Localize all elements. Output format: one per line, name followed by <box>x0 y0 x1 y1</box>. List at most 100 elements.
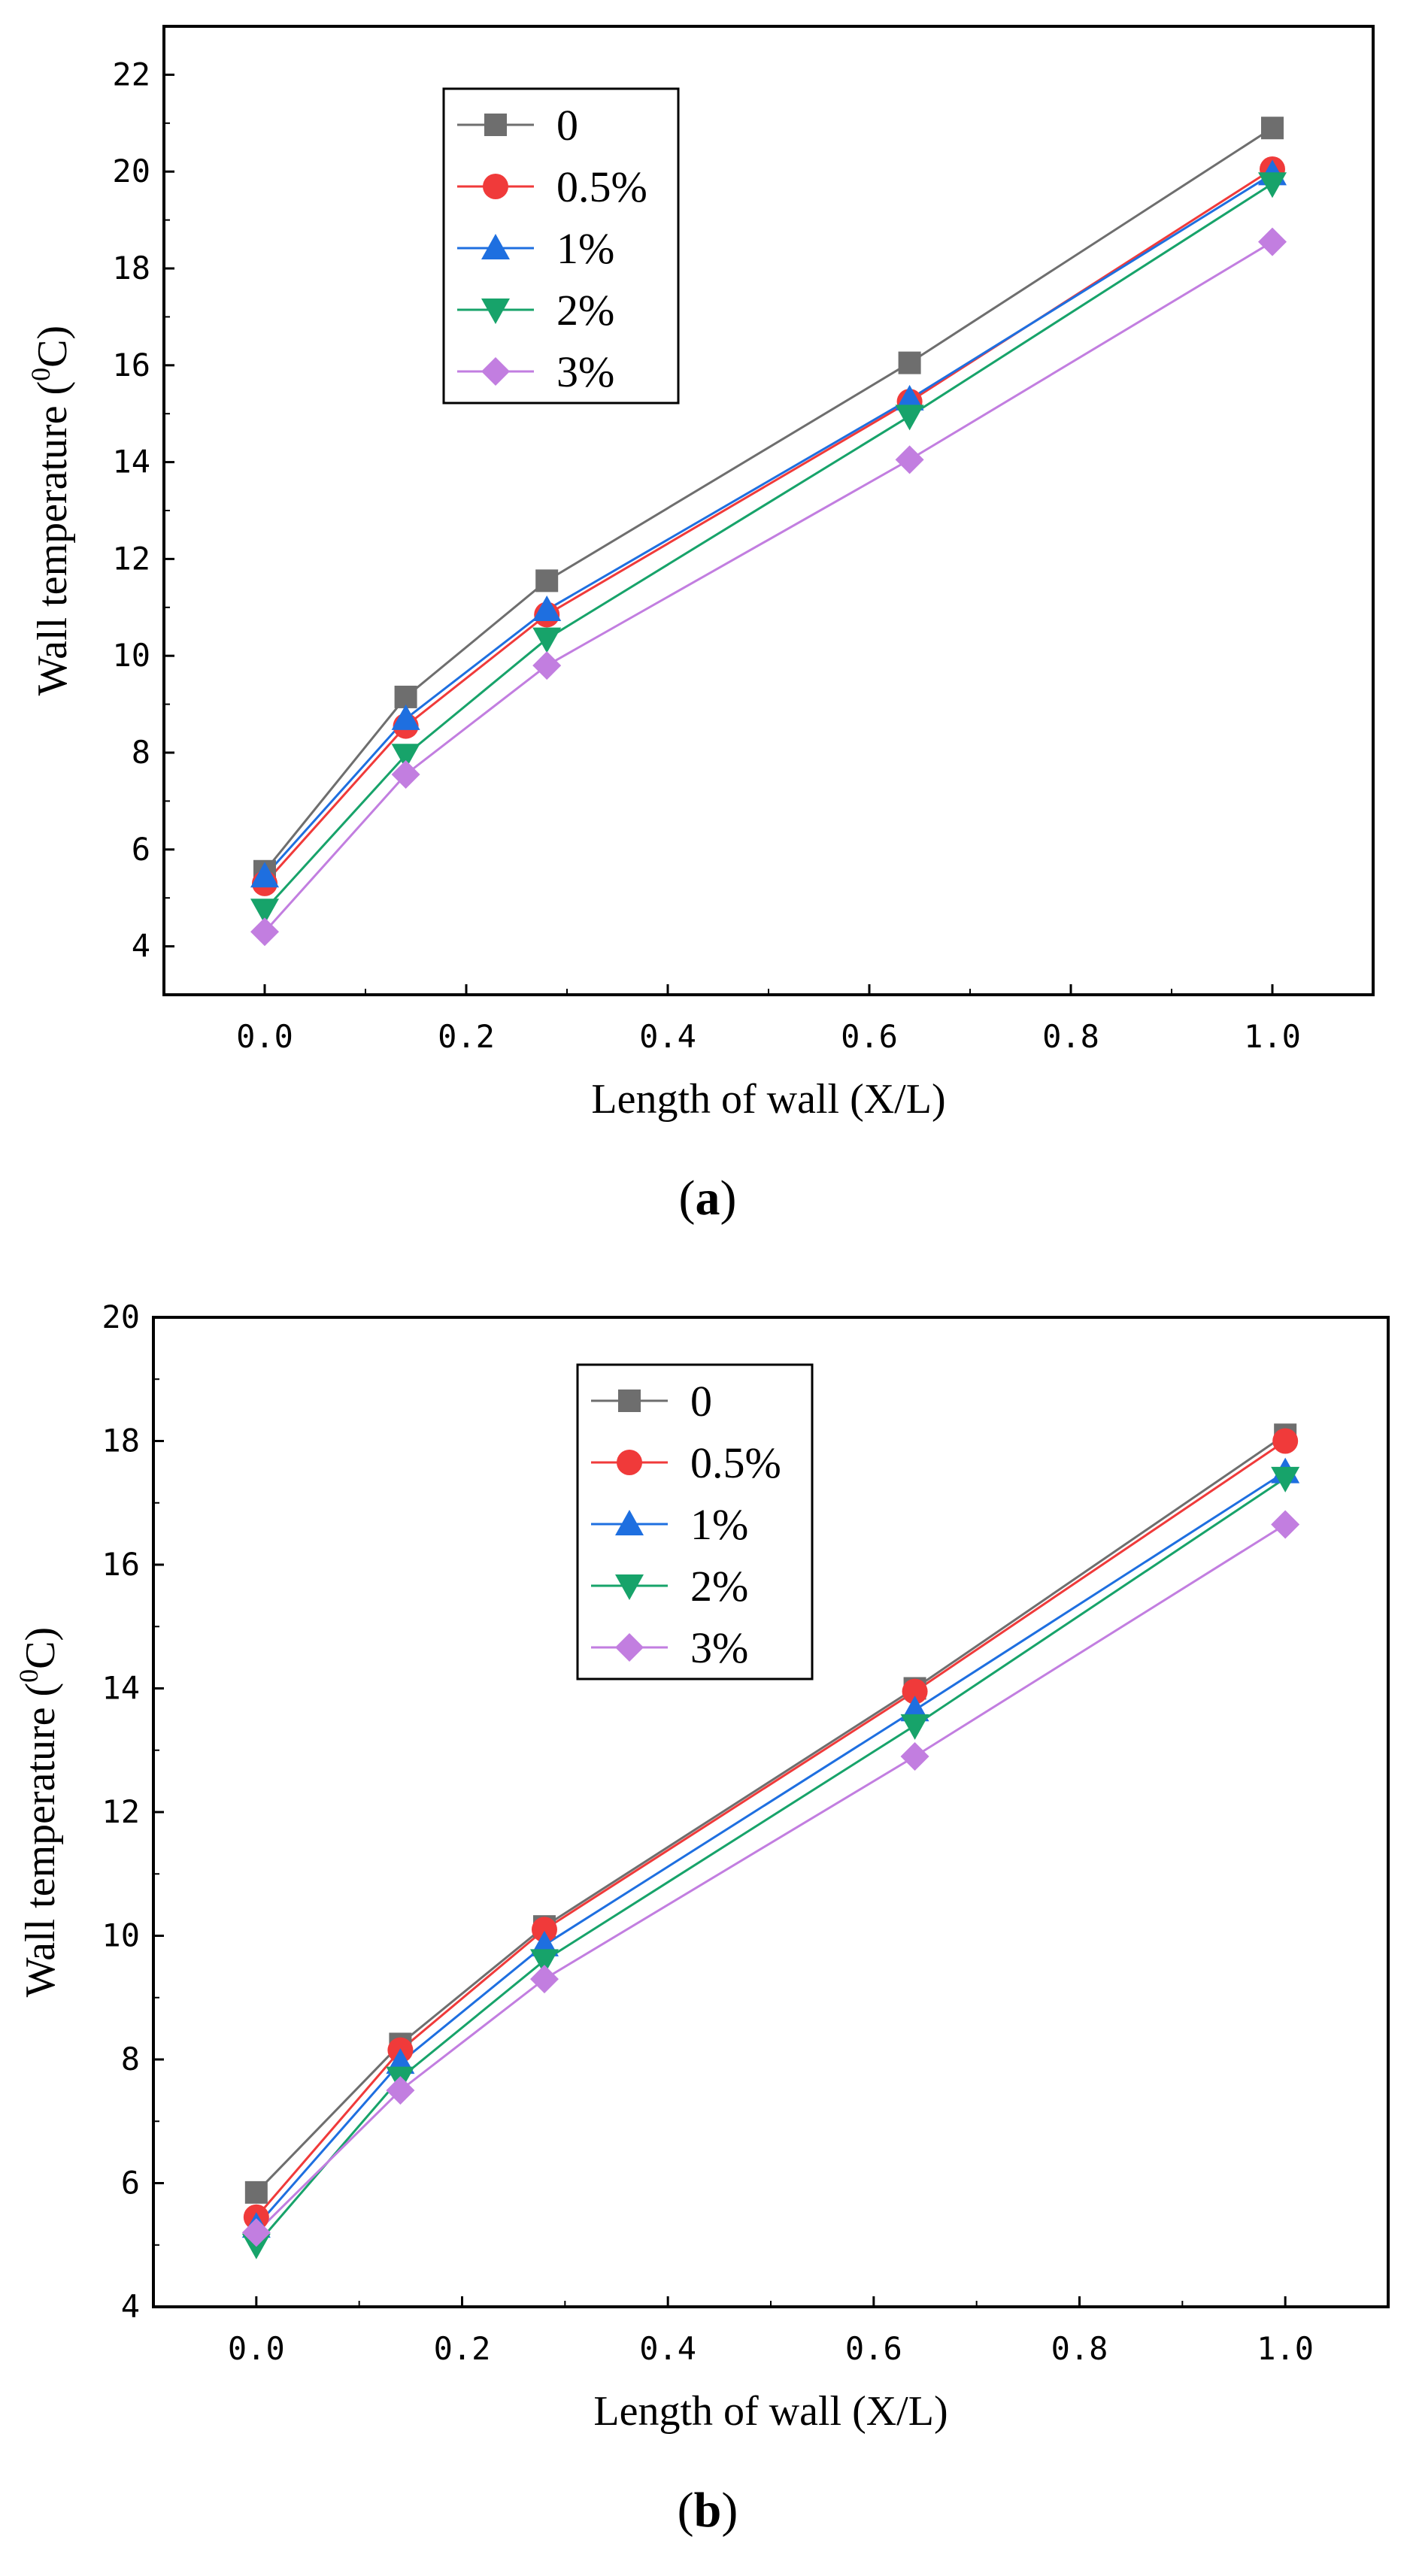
y-axis-title-unit: C) <box>29 326 76 368</box>
data-point <box>898 351 921 374</box>
legend: 0 0.5% 1% 2% 3% <box>442 87 680 405</box>
panel-label: (b) <box>678 2483 738 2538</box>
data-point <box>531 1917 557 1943</box>
data-point <box>391 759 420 789</box>
y-tick-label: 16 <box>102 1546 140 1583</box>
panel-label-close: ) <box>720 1171 737 1226</box>
data-point <box>895 384 924 411</box>
data-point <box>1261 117 1284 140</box>
x-tick-label: 0.0 <box>228 2330 285 2367</box>
y-tick-label: 18 <box>102 1423 140 1459</box>
y-tick-label: 4 <box>121 2288 140 2325</box>
x-tick-label: 1.0 <box>1244 1018 1301 1055</box>
x-tick-label: 0.4 <box>639 2330 696 2367</box>
series-line-0 <box>263 126 1273 872</box>
y-tick-label: 10 <box>102 1917 140 1954</box>
panel-label-letter: b <box>694 2483 722 2538</box>
chart-panel-a: 4 6 8 10 12 14 16 18 20 22 0.0 0.2 0.4 0.6 0.8 1.0 Lengt… <box>26 25 1375 1226</box>
data-point <box>532 651 562 680</box>
x-tick-label: 0.8 <box>1051 2330 1108 2367</box>
legend-box <box>576 1363 814 1680</box>
legend-marker <box>615 1633 644 1662</box>
x-tick-label: 0.6 <box>841 1018 898 1055</box>
y-axis-title-unit: C) <box>17 1627 64 1669</box>
legend-box <box>442 87 680 405</box>
data-point <box>529 1949 559 1975</box>
x-tick-label: 0.2 <box>434 2330 491 2367</box>
data-point <box>244 2181 268 2204</box>
y-tick-label: 6 <box>132 831 150 868</box>
data-point <box>1271 1466 1300 1493</box>
series-line-3 <box>263 183 1273 911</box>
y-tick-label: 18 <box>112 250 150 286</box>
x-axis-title: Length of wall (X/L) <box>593 2388 948 2435</box>
plot-frame <box>162 25 1375 996</box>
legend-marker <box>484 114 507 136</box>
x-tick-label: 0.8 <box>1042 1018 1099 1055</box>
series-line-4 <box>263 241 1273 933</box>
y-tick-label: 12 <box>102 1793 140 1830</box>
data-point <box>895 445 924 474</box>
legend-label: 0 <box>690 1377 712 1426</box>
legend-marker <box>617 1450 642 1475</box>
legend-marker <box>618 1390 641 1412</box>
y-tick-label: 4 <box>132 928 150 965</box>
data-point <box>529 1965 559 1994</box>
legend-label: 2% <box>690 1562 748 1611</box>
y-tick-label: 6 <box>121 2165 140 2202</box>
y-axis-title: Wall temperature (0C) <box>26 326 76 696</box>
legend: 0 0.5% 1% 2% 3% <box>576 1363 814 1680</box>
y-tick-label: 12 <box>112 540 150 577</box>
data-point <box>391 704 420 730</box>
panel-label-letter: a <box>696 1171 720 1226</box>
x-tick-label: 0.6 <box>845 2330 902 2367</box>
legend-label: 0.5% <box>556 162 647 211</box>
y-tick-label: 20 <box>112 153 150 189</box>
y-axis-title-text: Wall temperature ( <box>29 381 76 696</box>
panel-label-close: ) <box>721 2483 738 2538</box>
y-tick-label: 20 <box>102 1299 140 1335</box>
legend-label: 2% <box>556 286 614 335</box>
y-tick-label: 14 <box>112 444 150 480</box>
legend-marker <box>615 1574 644 1600</box>
y-axis-title-text: Wall temperature ( <box>17 1683 64 1997</box>
legend-marker <box>483 174 508 199</box>
legend-marker <box>481 234 510 259</box>
legend-marker <box>615 1510 644 1535</box>
x-tick-label: 0.4 <box>639 1018 696 1055</box>
data-point <box>250 917 279 947</box>
y-tick-label: 22 <box>112 56 150 92</box>
panel-label-open: ( <box>678 2483 694 2538</box>
x-tick-label: 0.0 <box>236 1018 293 1055</box>
x-tick-label: 0.2 <box>438 1018 495 1055</box>
data-point <box>391 744 420 770</box>
y-tick-label: 8 <box>121 2041 140 2077</box>
data-point <box>532 627 562 653</box>
data-point <box>241 2218 271 2247</box>
data-point <box>250 862 279 888</box>
data-point <box>895 405 924 431</box>
y-axis-title: Wall temperature (0C) <box>14 1627 64 1997</box>
y-tick-label: 14 <box>102 1670 140 1707</box>
x-tick-label: 1.0 <box>1257 2330 1314 2367</box>
y-tick-label: 10 <box>112 637 150 674</box>
legend-label: 0 <box>556 101 578 150</box>
x-axis-title: Length of wall (X/L) <box>591 1076 945 1123</box>
data-point <box>535 569 559 592</box>
y-tick-label: 16 <box>112 347 150 383</box>
data-point <box>900 1741 929 1771</box>
data-point <box>250 899 279 925</box>
legend-marker <box>481 299 510 324</box>
data-point <box>386 2076 415 2105</box>
chart-panel-b: 4 6 8 10 12 14 16 18 20 0.0 0.2 0.4 0.6 0.8 1.0 Length … <box>14 1299 1390 2538</box>
panel-label-open: ( <box>679 1171 696 1226</box>
panel-label: (a) <box>679 1171 737 1226</box>
data-point <box>900 1714 929 1740</box>
legend-label: 1% <box>690 1500 748 1549</box>
data-point <box>1272 1428 1299 1454</box>
legend-marker <box>481 357 510 386</box>
legend-label: 0.5% <box>690 1438 781 1487</box>
y-axis-title-superscript: 0 <box>14 1669 44 1683</box>
data-point <box>1258 227 1287 256</box>
